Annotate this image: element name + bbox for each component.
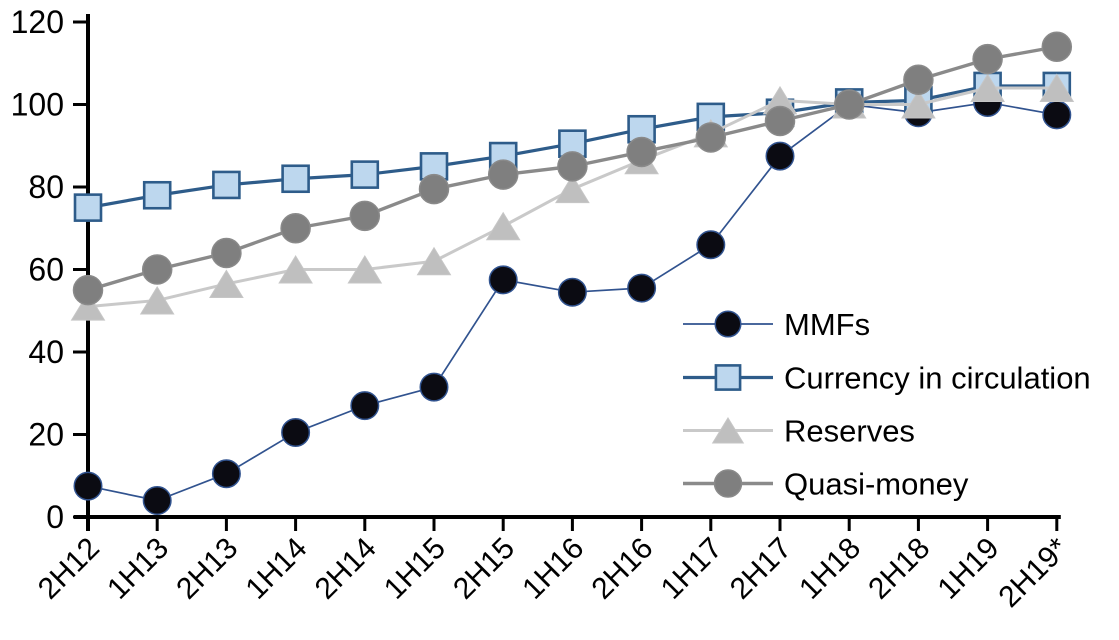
data-point-marker-reserves [416, 246, 452, 276]
data-point-marker-quasi-money [349, 200, 381, 232]
y-tick-label: 120 [11, 4, 64, 40]
data-point-marker-mmfs [281, 417, 311, 447]
data-point-marker-mmfs [419, 372, 449, 402]
data-point-marker-quasi-money [141, 254, 173, 285]
data-point-marker-quasi-money [487, 159, 519, 190]
legend-label: Currency in circulation [784, 360, 1091, 395]
y-tick-label: 100 [11, 87, 64, 123]
legend-item-currency-in-circulation: Currency in circulation [683, 360, 1091, 395]
data-point-marker-reserves [278, 255, 313, 284]
legend-item-mmfs: MMFs [683, 307, 870, 342]
data-point-marker-reserves [347, 255, 383, 284]
x-tick-label: 2H17 [724, 532, 798, 606]
x-tick-label: 1H19 [932, 532, 1006, 606]
data-point-marker-quasi-money [72, 274, 104, 306]
data-point-marker-quasi-money [280, 213, 311, 244]
data-point-marker-quasi-money [418, 173, 450, 205]
data-point-marker-mmfs [696, 230, 726, 260]
data-point-marker-quasi-money [211, 237, 242, 269]
data-point-marker-mmfs [142, 486, 172, 515]
x-tick-label: 1H18 [793, 532, 867, 606]
y-tick-label: 20 [28, 417, 64, 453]
data-point-marker-quasi-money [833, 89, 865, 120]
series-quasi-money [72, 31, 1073, 306]
data-point-marker-quasi-money [557, 151, 588, 182]
x-tick-label: 1H16 [516, 532, 590, 606]
data-point-marker-reserves [1039, 73, 1075, 102]
x-tick-label: 2H12 [32, 532, 106, 606]
legend-label: Quasi-money [784, 466, 969, 501]
y-tick-label: 40 [28, 334, 64, 370]
data-point-marker-mmfs [211, 459, 241, 489]
legend-marker-reserves [711, 416, 745, 444]
data-point-marker-quasi-money [695, 122, 727, 153]
data-point-marker-reserves [901, 90, 936, 119]
y-tick-label: 60 [28, 252, 64, 288]
data-point-marker-reserves [209, 269, 244, 298]
data-point-marker-quasi-money [764, 105, 796, 137]
data-point-marker-mmfs [1042, 100, 1072, 130]
data-point-marker-mmfs [765, 141, 795, 171]
data-point-marker-mmfs [350, 391, 380, 421]
data-point-marker-currency-in-circulation [350, 160, 380, 189]
x-tick-label: 2H18 [862, 532, 936, 606]
x-tick-label: 2H16 [586, 532, 660, 606]
legend-item-quasi-money: Quasi-money [683, 466, 969, 501]
x-tick-label: 1H17 [655, 532, 729, 606]
data-point-marker-quasi-money [903, 64, 934, 95]
legend: MMFs Currency in circulation Reserves Quasi… [683, 307, 1091, 501]
legend-label: MMFs [784, 307, 870, 342]
data-point-marker-mmfs [627, 273, 657, 303]
x-tick-label: 1H15 [378, 532, 452, 606]
x-tick-label: 2H15 [447, 532, 521, 606]
data-point-marker-currency-in-circulation [212, 170, 241, 200]
data-point-marker-mmfs [488, 265, 518, 295]
x-tick-label: 2H19* [992, 531, 1075, 614]
data-point-marker-reserves [70, 292, 106, 321]
data-point-marker-reserves [139, 285, 175, 315]
x-tick-label: 2H13 [170, 532, 244, 606]
data-point-marker-currency-in-circulation [73, 193, 103, 222]
data-point-marker-currency-in-circulation [142, 180, 172, 210]
y-tick-label: 80 [28, 169, 64, 205]
legend-marker-quasi-money [713, 469, 743, 498]
data-point-marker-reserves [970, 73, 1005, 102]
data-point-marker-reserves [555, 174, 590, 204]
data-point-marker-mmfs [557, 277, 587, 307]
legend-label: Reserves [784, 413, 915, 448]
data-point-marker-quasi-money [972, 43, 1003, 75]
legend-item-reserves: Reserves [683, 413, 915, 448]
x-tick-label: 1H14 [240, 532, 314, 606]
x-tick-label: 1H13 [101, 532, 175, 606]
x-tick-label: 2H14 [309, 532, 383, 606]
y-tick-label: 0 [46, 499, 64, 535]
data-point-marker-quasi-money [1041, 31, 1073, 62]
legend-marker-mmfs [714, 310, 742, 338]
legend-marker-currency-in-circulation [714, 364, 742, 391]
data-point-marker-mmfs [73, 471, 103, 501]
data-point-marker-currency-in-circulation [281, 164, 310, 194]
data-point-marker-quasi-money [626, 136, 657, 168]
data-point-marker-reserves [485, 211, 521, 241]
